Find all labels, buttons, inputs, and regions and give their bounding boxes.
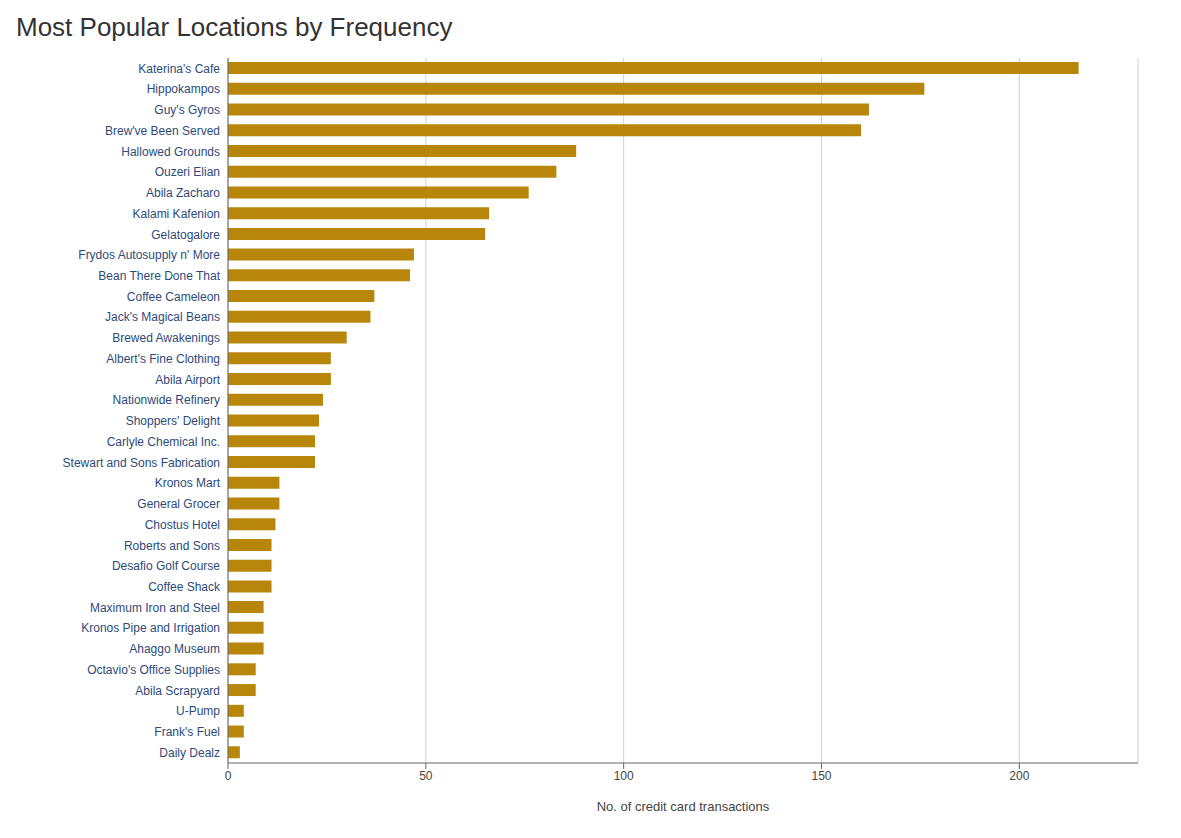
svg-text:Abila Scrapyard: Abila Scrapyard bbox=[135, 684, 220, 698]
svg-text:Abila Zacharo: Abila Zacharo bbox=[146, 186, 220, 200]
svg-text:Gelatogalore: Gelatogalore bbox=[151, 228, 220, 242]
svg-text:Abila Airport: Abila Airport bbox=[155, 373, 220, 387]
svg-text:Octavio's Office Supplies: Octavio's Office Supplies bbox=[87, 663, 220, 677]
svg-text:Brew've Been Served: Brew've Been Served bbox=[105, 124, 220, 138]
svg-text:Coffee Shack: Coffee Shack bbox=[148, 580, 221, 594]
svg-text:Frank's Fuel: Frank's Fuel bbox=[154, 725, 220, 739]
svg-text:Maximum Iron and Steel: Maximum Iron and Steel bbox=[90, 601, 220, 615]
svg-text:Roberts and Sons: Roberts and Sons bbox=[124, 539, 220, 553]
svg-text:No. of credit card transaction: No. of credit card transactions bbox=[597, 799, 770, 814]
svg-text:Chostus Hotel: Chostus Hotel bbox=[145, 518, 220, 532]
svg-text:Ouzeri Elian: Ouzeri Elian bbox=[155, 165, 220, 179]
svg-text:Hallowed Grounds: Hallowed Grounds bbox=[121, 145, 220, 159]
svg-text:Carlyle Chemical Inc.: Carlyle Chemical Inc. bbox=[107, 435, 220, 449]
svg-text:150: 150 bbox=[811, 769, 831, 783]
svg-text:0: 0 bbox=[225, 769, 232, 783]
svg-text:General Grocer: General Grocer bbox=[137, 497, 220, 511]
svg-text:50: 50 bbox=[419, 769, 433, 783]
svg-text:Desafio Golf Course: Desafio Golf Course bbox=[112, 559, 220, 573]
svg-text:Jack's Magical Beans: Jack's Magical Beans bbox=[105, 310, 220, 324]
svg-text:Guy's Gyros: Guy's Gyros bbox=[154, 103, 220, 117]
svg-text:Ahaggo Museum: Ahaggo Museum bbox=[129, 642, 220, 656]
svg-text:Kalami Kafenion: Kalami Kafenion bbox=[133, 207, 220, 221]
svg-text:U-Pump: U-Pump bbox=[176, 704, 220, 718]
svg-text:Daily Dealz: Daily Dealz bbox=[159, 746, 220, 760]
svg-text:Nationwide Refinery: Nationwide Refinery bbox=[113, 393, 220, 407]
svg-text:200: 200 bbox=[1009, 769, 1029, 783]
svg-text:100: 100 bbox=[614, 769, 634, 783]
svg-text:Kronos Pipe and Irrigation: Kronos Pipe and Irrigation bbox=[81, 621, 220, 635]
svg-text:Stewart and Sons Fabrication: Stewart and Sons Fabrication bbox=[63, 456, 220, 470]
svg-text:Brewed Awakenings: Brewed Awakenings bbox=[112, 331, 220, 345]
svg-text:Hippokampos: Hippokampos bbox=[147, 82, 220, 96]
svg-text:Albert's Fine Clothing: Albert's Fine Clothing bbox=[106, 352, 220, 366]
html-text:Most Popular Locations by Freq: Most Popular Locations by Frequency bbox=[16, 12, 453, 42]
svg-text:Frydos Autosupply n' More: Frydos Autosupply n' More bbox=[78, 248, 220, 262]
svg-text:Shoppers' Delight: Shoppers' Delight bbox=[126, 414, 221, 428]
svg-text:Katerina's Cafe: Katerina's Cafe bbox=[138, 62, 220, 76]
svg-text:Kronos Mart: Kronos Mart bbox=[155, 476, 221, 490]
svg-text:Bean There Done That: Bean There Done That bbox=[98, 269, 220, 283]
svg-text:Coffee Cameleon: Coffee Cameleon bbox=[127, 290, 220, 304]
